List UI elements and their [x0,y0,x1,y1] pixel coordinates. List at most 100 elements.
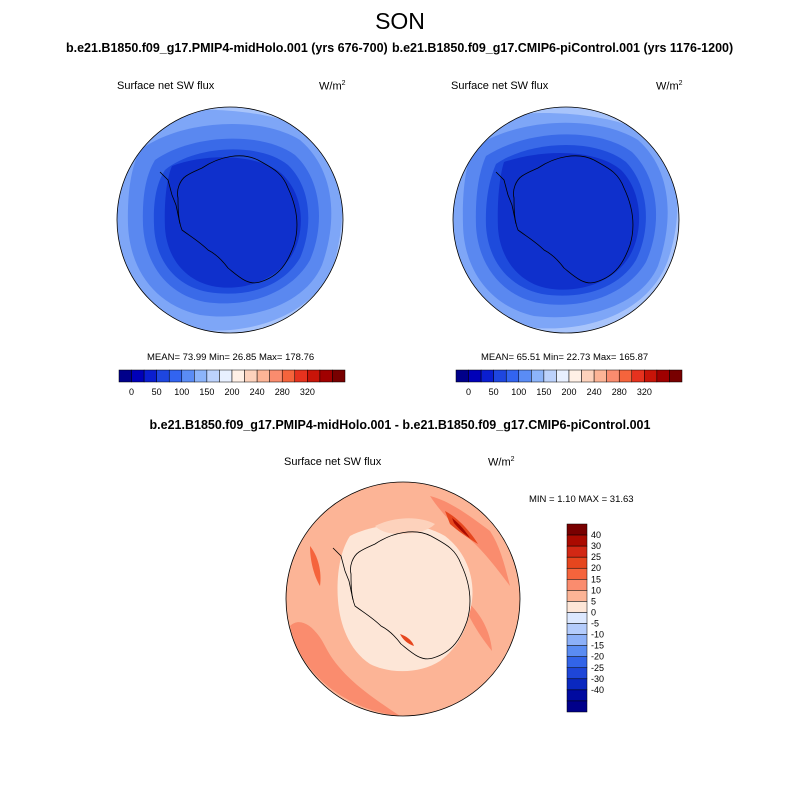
colorbar-label: -5 [591,619,599,629]
colorbar-label: 150 [536,387,551,397]
panel-1-stats: MEAN= 73.99 Min= 26.85 Max= 178.76 [147,352,315,363]
colorbar-swatch [307,369,321,383]
colorbar-swatch [332,369,346,383]
colorbar-swatch [566,523,588,536]
colorbar-label: -20 [591,652,604,662]
colorbar-label: 25 [591,552,601,562]
colorbar-swatch [566,567,588,580]
colorbar-swatch [319,369,333,383]
colorbar-label: 280 [612,387,627,397]
colorbar-swatch [631,369,645,383]
figure-title: SON [375,8,425,34]
colorbar-label: 200 [224,387,239,397]
panel-2-variable: Surface net SW flux [451,80,549,92]
colorbar-swatch [566,590,588,602]
panel-2-case-title: b.e21.B1850.f09_g17.CMIP6-piControl.001 … [392,41,734,55]
colorbar-swatch [269,369,283,383]
colorbar-swatch [566,700,588,713]
colorbar-label: 150 [199,387,214,397]
colorbar-label: 320 [300,387,315,397]
colorbar-swatch [206,369,220,383]
colorbar-swatch [131,369,145,383]
colorbar-label: 0 [591,607,596,617]
colorbar-label: 10 [591,585,601,595]
colorbar-swatch [566,645,588,657]
colorbar-swatch [566,667,588,680]
colorbar-label: -10 [591,630,604,640]
colorbar-swatch [118,369,132,383]
colorbar-label: 320 [637,387,652,397]
colorbar-swatch [618,369,633,383]
panel-2-polar-map [452,106,680,334]
colorbar-label: -25 [591,663,604,673]
colorbar-swatch [566,612,588,624]
colorbar-swatch [256,369,270,383]
colorbar-swatch [168,369,183,383]
colorbar-swatch [543,369,557,383]
colorbar-swatch [468,369,482,383]
colorbar-label: 240 [250,387,265,397]
colorbar-label: -30 [591,674,604,684]
colorbar-swatch [566,656,588,669]
colorbar-label: 30 [591,541,601,551]
colorbar-swatch [566,534,588,547]
colorbar-swatch [581,369,595,383]
colorbar-label: 50 [489,387,499,397]
colorbar-label: 280 [275,387,290,397]
colorbar-swatch [143,369,157,383]
colorbar-swatch [181,369,195,383]
colorbar-swatch [566,545,588,558]
panel-1-units: W/m2 [319,80,346,93]
colorbar-label: 0 [129,387,134,397]
colorbar-label: 50 [152,387,162,397]
panel-1-colorbar: 0 50 100 150 200 240 280 320 [118,369,346,397]
panel-2-colorbar: 0 50 100 150 200 240 280 320 [455,369,683,397]
colorbar-swatch [281,369,296,383]
colorbar-swatch [294,369,308,383]
colorbar-swatch [644,369,658,383]
colorbar-swatch [606,369,620,383]
colorbar-swatch [566,601,588,613]
panel-1-polar-map [116,106,344,334]
colorbar-swatch [493,369,507,383]
colorbar-swatch [505,369,520,383]
colorbar-swatch [669,369,683,383]
colorbar-swatch [566,689,588,702]
colorbar-swatch [219,369,233,383]
colorbar-swatch [231,369,245,383]
colorbar-label: 100 [174,387,189,397]
colorbar-swatch [531,369,545,383]
panel-2-units: W/m2 [656,80,683,93]
colorbar-swatch [568,369,582,383]
colorbar-label: 100 [511,387,526,397]
colorbar-label: 200 [561,387,576,397]
colorbar-label: 20 [591,563,601,573]
colorbar-label: 5 [591,596,596,606]
panel-3-variable: Surface net SW flux [284,456,382,468]
colorbar-swatch [593,369,607,383]
panel-3-polar-map [285,481,521,717]
panel-3-units: W/m2 [488,456,515,469]
colorbar-swatch [566,623,588,635]
colorbar-swatch [656,369,670,383]
panel-3-stats: MIN = 1.10 MAX = 31.63 [529,494,634,505]
colorbar-swatch [244,369,258,383]
panel-2-stats: MEAN= 65.51 Min= 22.73 Max= 165.87 [481,352,649,363]
colorbar-swatch [455,369,469,383]
colorbar-label: -15 [591,641,604,651]
colorbar-swatch [566,579,588,591]
colorbar-swatch [156,369,170,383]
colorbar-swatch [566,556,588,569]
colorbar-swatch [480,369,494,383]
colorbar-swatch [556,369,570,383]
colorbar-swatch [518,369,532,383]
panel-3-case-title: b.e21.B1850.f09_g17.PMIP4-midHolo.001 - … [149,418,651,432]
colorbar-swatch [566,678,588,691]
colorbar-label: 15 [591,574,601,584]
panel-1-variable: Surface net SW flux [117,80,215,92]
colorbar-swatch [194,369,208,383]
colorbar-label: 0 [466,387,471,397]
colorbar-swatch [566,634,588,646]
colorbar-label: -40 [591,685,604,695]
